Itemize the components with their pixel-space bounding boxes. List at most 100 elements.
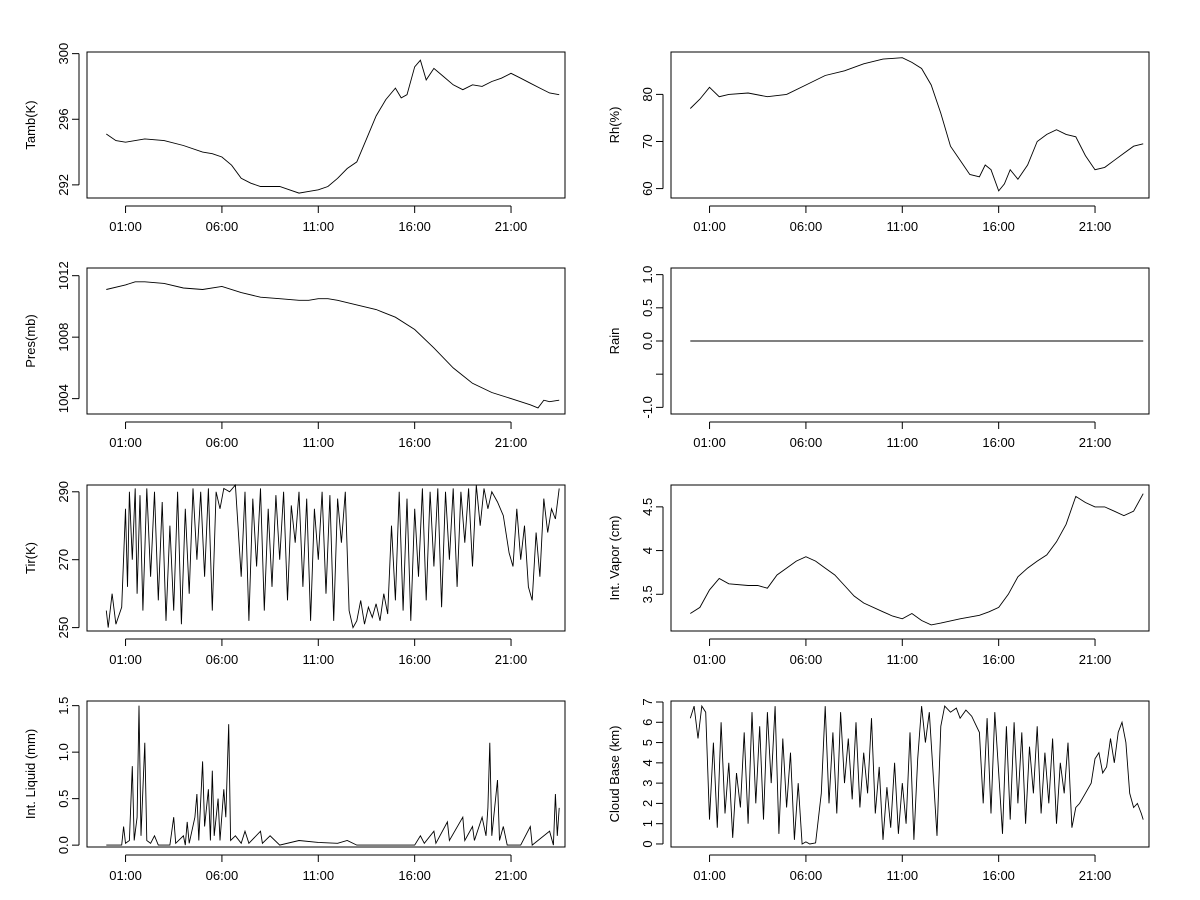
x-tick-label: 06:00: [790, 868, 823, 883]
y-tick-label: 1.0: [56, 743, 71, 761]
series-line: [106, 59, 560, 194]
x-tick-label: 16:00: [398, 652, 431, 667]
panel-2: 01:00 06:00 11:00 16:00 21:00 60 70 80 Rh(%): [607, 51, 1150, 234]
x-tick-label: 01:00: [693, 435, 726, 450]
y-tick-label: 6: [640, 719, 655, 726]
panel-1: 01:00 06:00 11:00 16:00 21:00 292 296 300 Tamb(K…: [23, 43, 566, 234]
x-tick-label: 21:00: [495, 652, 528, 667]
y-tick-label: 80: [640, 87, 655, 101]
x-tick-label: 21:00: [1079, 435, 1112, 450]
series-line: [106, 705, 560, 846]
series-line: [689, 704, 1144, 845]
y-tick-label: 2: [640, 800, 655, 807]
y-tick-label: 0.5: [640, 299, 655, 317]
x-tick-label: 11:00: [303, 868, 335, 883]
y-axis-label: Tamb(K): [23, 100, 38, 149]
x-tick-label: 11:00: [303, 652, 335, 667]
x-tick-label: 16:00: [982, 652, 1015, 667]
x-tick-label: 01:00: [693, 652, 726, 667]
x-tick-label: 01:00: [109, 868, 142, 883]
x-tick-label: 21:00: [1079, 868, 1112, 883]
x-tick-label: 11:00: [887, 652, 919, 667]
x-tick-label: 06:00: [790, 435, 823, 450]
y-tick-label: 3.5: [640, 585, 655, 603]
y-tick-label: 4: [640, 547, 655, 554]
plot-frame: [670, 267, 1150, 415]
x-tick-label: 16:00: [982, 868, 1015, 883]
x-tick-label: 06:00: [790, 652, 823, 667]
plot-frame: [670, 51, 1150, 199]
plot-frame: [86, 484, 566, 632]
panel-5: 01:00 06:00 11:00 16:00 21:00 250 270 290 Tir(K): [23, 481, 566, 667]
x-tick-label: 06:00: [206, 219, 239, 234]
panel-7: 01:00 06:00 11:00 16:00 21:00 0.0 0.5 1.0 1.5 Int…: [23, 697, 566, 883]
series-line: [689, 57, 1144, 192]
y-tick-label: 1004: [56, 384, 71, 413]
x-tick-label: 01:00: [109, 652, 142, 667]
x-tick-label: 21:00: [1079, 219, 1112, 234]
panel-6: 01:00 06:00 11:00 16:00 21:00 3.5 4 4.5 Int. Vap…: [607, 484, 1150, 667]
y-axis-label: Rain: [607, 328, 622, 355]
series-line: [106, 281, 560, 409]
y-axis-label: Pres(mb): [23, 314, 38, 367]
x-tick-label: 21:00: [495, 219, 528, 234]
x-tick-label: 16:00: [398, 868, 431, 883]
y-axis-label: Rh(%): [607, 107, 622, 144]
y-tick-label: 7: [640, 698, 655, 705]
y-tick-label: 5: [640, 739, 655, 746]
y-tick-label: 0: [640, 840, 655, 847]
y-axis-label: Cloud Base (km): [607, 726, 622, 823]
y-tick-label: 1008: [56, 323, 71, 352]
y-tick-label: 296: [56, 108, 71, 130]
y-tick-label: 270: [56, 549, 71, 571]
x-tick-label: 21:00: [495, 868, 528, 883]
y-axis-label: Tir(K): [23, 542, 38, 574]
y-tick-label: 3: [640, 780, 655, 787]
y-axis-label: Int. Vapor (cm): [607, 515, 622, 600]
y-tick-label: 70: [640, 134, 655, 148]
x-tick-label: 01:00: [109, 219, 142, 234]
x-tick-label: 06:00: [206, 652, 239, 667]
plot-frame: [670, 484, 1150, 632]
y-tick-label: 1.0: [640, 266, 655, 284]
plot-frame: [86, 267, 566, 415]
x-tick-label: 16:00: [398, 219, 431, 234]
x-tick-label: 06:00: [790, 219, 823, 234]
y-tick-label: 4.5: [640, 498, 655, 516]
y-tick-label: 250: [56, 617, 71, 639]
y-tick-label: 60: [640, 181, 655, 195]
x-tick-label: 01:00: [693, 868, 726, 883]
x-tick-label: 01:00: [693, 219, 726, 234]
x-tick-label: 21:00: [1079, 652, 1112, 667]
x-tick-label: 11:00: [303, 219, 335, 234]
plot-frame: [86, 51, 566, 199]
y-tick-label: 290: [56, 481, 71, 503]
x-tick-label: 16:00: [398, 435, 431, 450]
x-tick-label: 01:00: [109, 435, 142, 450]
y-tick-label: 292: [56, 174, 71, 196]
y-tick-label: -1.0: [640, 396, 655, 418]
plot-frame: [670, 700, 1150, 848]
y-tick-label: 0.0: [640, 332, 655, 350]
y-tick-label: 0.0: [56, 836, 71, 854]
x-tick-label: 11:00: [887, 435, 919, 450]
x-tick-label: 21:00: [495, 435, 528, 450]
series-line: [105, 483, 560, 629]
x-tick-label: 16:00: [982, 435, 1015, 450]
x-tick-label: 11:00: [303, 435, 335, 450]
panel-4: 01:00 06:00 11:00 16:00 21:00 -1.0 0.0 0.5 1.0 Ra…: [607, 266, 1150, 450]
panel-3: 01:00 06:00 11:00 16:00 21:00 1004 1008 1012 Pre…: [23, 261, 566, 450]
series-line: [690, 493, 1144, 626]
y-tick-label: 1012: [56, 261, 71, 290]
x-tick-label: 06:00: [206, 435, 239, 450]
y-tick-label: 1: [640, 820, 655, 827]
y-tick-label: 1.5: [56, 697, 71, 715]
panel-8: 01:00 06:00 11:00 16:00 21:00 0 1 2 3 4 5 6 7 Cloud B…: [607, 698, 1150, 883]
y-axis-label: Int. Liquid (mm): [23, 729, 38, 819]
x-tick-label: 06:00: [206, 868, 239, 883]
plot-frame: [86, 700, 566, 848]
y-tick-label: 4: [640, 759, 655, 766]
y-tick-label: 300: [56, 43, 71, 65]
x-tick-label: 16:00: [982, 219, 1015, 234]
